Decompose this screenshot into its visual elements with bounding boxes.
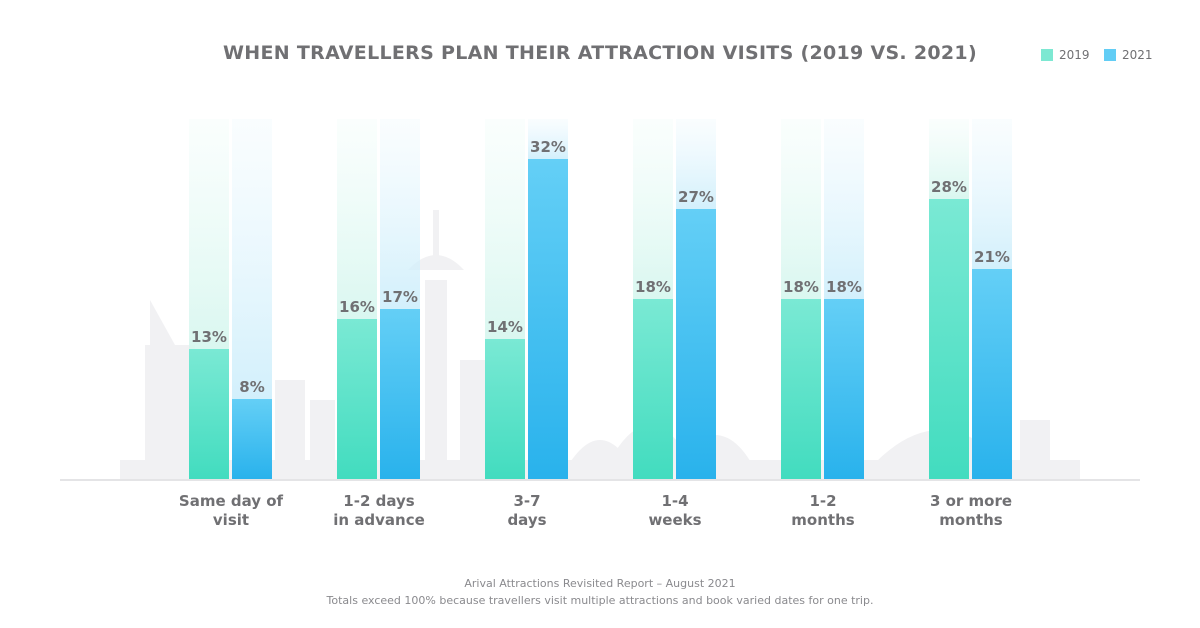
data-label: 14% [487,318,523,336]
data-label: 16% [339,298,375,316]
category-label: months [939,511,1002,529]
bar-2019 [337,319,377,479]
category-label: 1-2 days [343,492,414,510]
category-label: weeks [648,511,701,529]
bar-track [337,119,377,319]
category-label: months [791,511,854,529]
data-label: 13% [191,328,227,346]
category-label: 3 or more [930,492,1012,510]
data-label: 21% [974,248,1010,266]
data-label: 18% [783,278,819,296]
bar-track [824,119,864,299]
bar-track [781,119,821,299]
data-label: 18% [826,278,862,296]
footnote: Totals exceed 100% because travellers vi… [326,594,874,607]
category-label: 3-7 [513,492,540,510]
bar-2021 [528,159,568,479]
bar-track [380,119,420,309]
source-note: Arival Attractions Revisited Report – Au… [464,577,736,590]
category-label: days [507,511,546,529]
bar-track [189,119,229,349]
bar-2021 [676,209,716,479]
category-label: 1-4 [661,492,688,510]
bar-track [633,119,673,299]
bar-2021 [824,299,864,479]
bar-2021 [380,309,420,479]
legend-swatch [1104,49,1116,61]
data-label: 32% [530,138,566,156]
data-label: 18% [635,278,671,296]
bar-track [929,119,969,199]
bar-track [676,119,716,209]
bar-2019 [189,349,229,479]
bar-track [485,119,525,339]
category-label: Same day of [179,492,284,510]
category-label: visit [213,511,249,529]
category-label: 1-2 [809,492,836,510]
bar-2021 [232,399,272,479]
chart-title: WHEN TRAVELLERS PLAN THEIR ATTRACTION VI… [223,42,977,64]
bar-track [972,119,1012,269]
category-label: in advance [333,511,425,529]
legend-item-2021: 2021 [1104,48,1153,62]
data-label: 27% [678,188,714,206]
legend-item-2019: 2019 [1041,48,1090,62]
bar-track [232,119,272,399]
legend-label: 2019 [1059,48,1090,62]
legend-swatch [1041,49,1053,61]
bar-2019 [929,199,969,479]
bar-2019 [781,299,821,479]
bar-track [528,119,568,159]
bar-2019 [485,339,525,479]
data-label: 17% [382,288,418,306]
legend-label: 2021 [1122,48,1153,62]
data-label: 28% [931,178,967,196]
bar-2021 [972,269,1012,479]
data-label: 8% [239,378,264,396]
bar-2019 [633,299,673,479]
